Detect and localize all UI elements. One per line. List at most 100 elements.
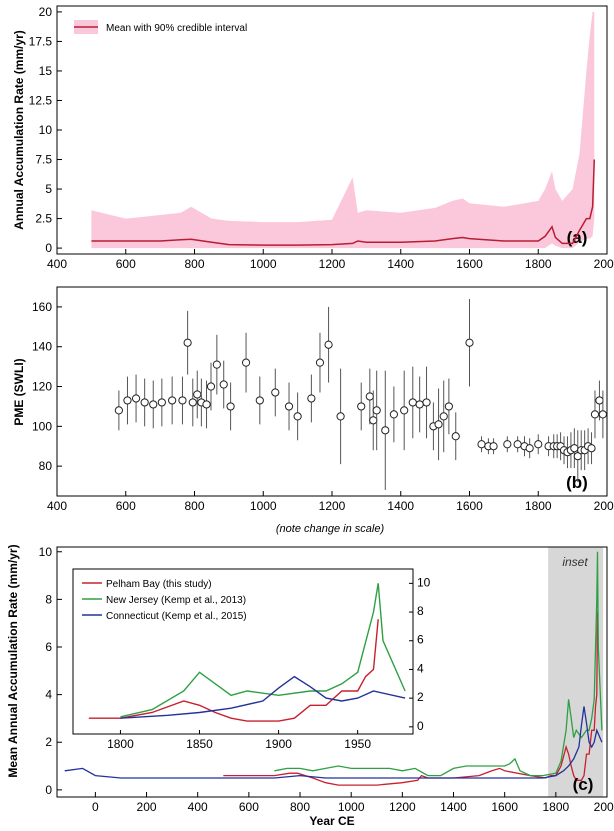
panel-a-legend: Mean with 90% credible interval <box>74 20 247 34</box>
panel-a-x-tick-label-800: 800 <box>184 257 204 271</box>
panel-c-tag: (c) <box>573 775 594 794</box>
panel-a-y-tick-label-1: 2.5 <box>35 212 52 226</box>
panel-a-y-tick-label-4: 10 <box>39 123 53 137</box>
panel-c-x-tick-label-1200: 1200 <box>389 800 416 814</box>
panel-b-y-tick-label-0: 80 <box>39 459 53 473</box>
panel-b-y-tick-label-1: 100 <box>32 419 52 433</box>
panel-c-x-tick-label-200: 200 <box>137 800 157 814</box>
pme-point-33 <box>408 398 417 407</box>
legend-label-new-jersey: New Jersey (Kemp et al., 2013) <box>106 595 246 606</box>
pme-point-46 <box>513 440 522 449</box>
panel-c-x-tick-label-400: 400 <box>188 800 208 814</box>
pme-point-17 <box>241 358 251 367</box>
panel-c-y-tick-label-4: 8 <box>45 592 52 606</box>
panel-a-mean-line <box>91 159 596 246</box>
pme-point-39 <box>444 402 453 411</box>
inset-legend: Pelham Bay (this study) New Jersey (Kemp… <box>82 579 247 622</box>
pme-point-13 <box>206 382 216 391</box>
panel-b-tag: (b) <box>566 473 588 492</box>
panel-b-x-tick-label-600: 600 <box>116 499 136 513</box>
inset-y-tick-label-2: 4 <box>417 661 424 675</box>
pme-point-26 <box>357 402 366 411</box>
inset-region-label: inset <box>562 555 588 569</box>
pme-point-16 <box>226 402 235 411</box>
panel-a: Annual Accumulation Rate (mm/yr) Mean wi… <box>12 5 614 271</box>
inset-plot-frame <box>72 568 414 735</box>
panel-b-x-tick-label-1600: 1600 <box>456 499 483 513</box>
panel-a-y-tick-label-2: 5 <box>45 182 52 196</box>
panel-a-x-tick-label-600: 600 <box>116 257 136 271</box>
panel-a-x-tick-label-1800: 1800 <box>525 257 552 271</box>
legend-label-pelham-bay: Pelham Bay (this study) <box>106 579 212 590</box>
panel-a-y-tick-label-7: 17.5 <box>29 34 53 48</box>
inset-x-tick-label-1800: 1800 <box>107 737 134 751</box>
panel-a-y-tick-label-8: 20 <box>39 5 53 19</box>
pme-point-0 <box>114 406 123 415</box>
pme-point-22 <box>307 394 316 403</box>
pme-point-41 <box>465 338 474 347</box>
panel-b-x-tick-label-400: 400 <box>47 499 67 513</box>
panel-a-y-tick-label-6: 15 <box>39 64 53 78</box>
panel-c-x-tick-label-1600: 1600 <box>491 800 518 814</box>
pme-point-1 <box>123 396 132 405</box>
inset-series-line-0 <box>88 619 379 722</box>
panel-b-x-tick-label-1400: 1400 <box>387 499 414 513</box>
panel-c-x-tick-label-1400: 1400 <box>440 800 467 814</box>
panel-c-y-tick-label-2: 4 <box>45 688 52 702</box>
pme-point-5 <box>157 398 166 407</box>
pme-point-8 <box>183 338 192 347</box>
pme-point-65 <box>598 410 607 419</box>
panel-b-x-tick-label-800: 800 <box>184 499 204 513</box>
inset-y-tick-label-4: 8 <box>417 604 424 618</box>
pme-point-37 <box>434 420 443 429</box>
panel-c-y-tick-label-3: 6 <box>45 640 52 654</box>
pme-point-35 <box>422 398 431 407</box>
panel-b: PME (SWLI) (note change in scale) (b) 40… <box>12 286 614 535</box>
pme-point-7 <box>178 396 187 405</box>
pme-point-25 <box>336 412 345 421</box>
inset-series-line-2 <box>120 675 406 719</box>
panel-b-y-tick-label-3: 140 <box>32 340 52 354</box>
panel-b-x-tick-label-1200: 1200 <box>319 499 346 513</box>
pme-point-44 <box>489 442 498 451</box>
panel-c-x-tick-label-800: 800 <box>290 800 310 814</box>
panel-a-x-tick-label-1200: 1200 <box>319 257 346 271</box>
pme-point-62 <box>587 444 596 453</box>
pme-point-21 <box>293 412 302 421</box>
inset-series-line-1 <box>120 583 406 718</box>
pme-point-9 <box>188 398 197 407</box>
pme-point-24 <box>324 340 333 349</box>
panel-b-x-tick-label-1000: 1000 <box>250 499 277 513</box>
pme-point-64 <box>595 396 604 405</box>
panel-c-plot-frame <box>56 546 608 798</box>
panel-c-series-line-0 <box>223 611 599 786</box>
panel-b-x-tick-label-1800: 1800 <box>525 499 552 513</box>
pme-point-20 <box>284 402 294 411</box>
inset-x-tick-label-1950: 1950 <box>344 737 371 751</box>
legend-label-connecticut: Connecticut (Kemp et al., 2015) <box>106 611 247 622</box>
pme-point-4 <box>149 400 158 409</box>
pme-point-32 <box>400 406 409 415</box>
panel-a-x-tick-label-400: 400 <box>47 257 67 271</box>
panel-c-y-axis-label: Mean Annual Accumulation Rate (mm/yr) <box>6 544 20 777</box>
pme-point-38 <box>439 412 448 421</box>
panel-c-x-tick-label-600: 600 <box>239 800 259 814</box>
pme-point-23 <box>315 358 325 367</box>
pme-point-3 <box>140 398 149 407</box>
pme-point-57 <box>570 444 579 453</box>
pme-point-45 <box>503 440 512 449</box>
pme-point-18 <box>255 396 264 405</box>
panel-a-x-tick-label-1400: 1400 <box>387 257 414 271</box>
panel-b-y-tick-label-2: 120 <box>32 380 52 394</box>
pme-point-40 <box>451 432 460 441</box>
pme-point-2 <box>131 394 141 403</box>
panel-c: Mean Annual Accumulation Rate (mm/yr) Ye… <box>6 544 614 828</box>
pme-point-42 <box>477 440 486 449</box>
inset-chart: 1800 1850 1900 1950 0 2 4 6 8 10 <box>72 568 431 751</box>
pme-point-29 <box>372 406 381 415</box>
inset-x-tick-label-1900: 1900 <box>265 737 292 751</box>
panel-a-legend-label: Mean with 90% credible interval <box>106 23 247 34</box>
panel-c-x-axis-label: Year CE <box>309 814 354 828</box>
